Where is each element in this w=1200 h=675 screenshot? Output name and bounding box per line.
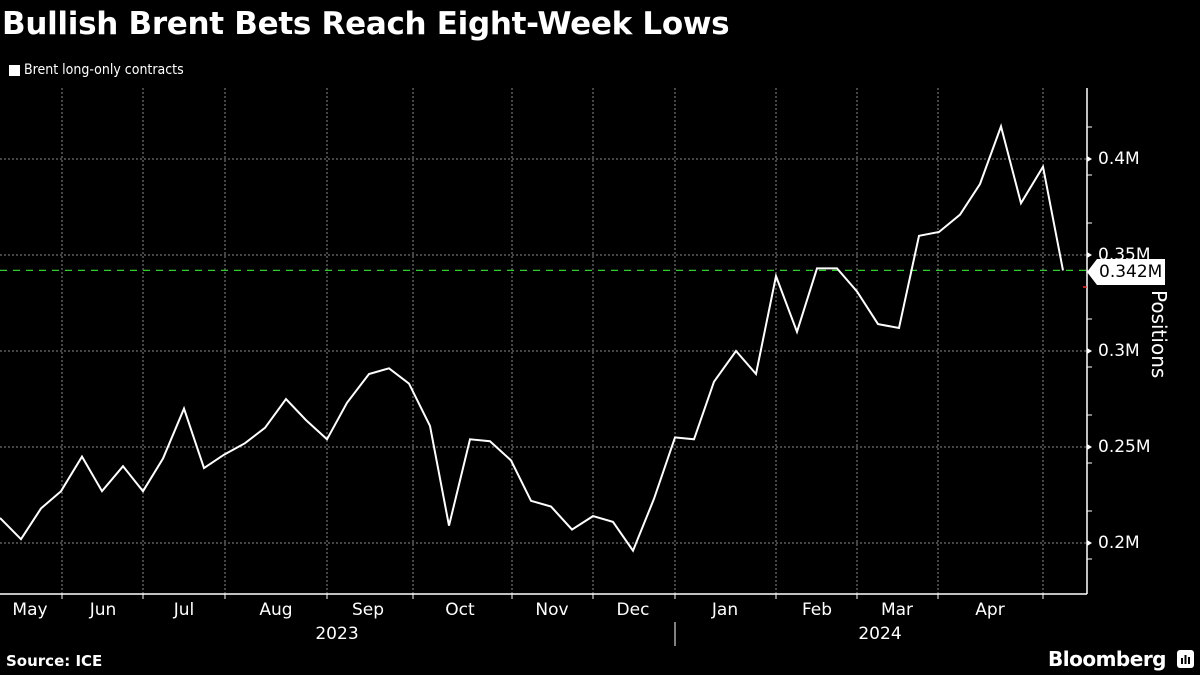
- legend-swatch: [9, 64, 20, 76]
- year-label: 2024: [858, 624, 902, 644]
- legend-label: Brent long-only contracts: [24, 62, 184, 78]
- y-tick-label: 0.25M: [1098, 437, 1151, 457]
- brand-logo: Bloomberg: [1048, 647, 1166, 671]
- x-tick-label: Jan: [711, 600, 739, 620]
- y-tick-label: 0.2M: [1098, 533, 1140, 553]
- callout-arrow-icon: [1087, 259, 1097, 285]
- x-tick-label: Nov: [535, 600, 569, 620]
- bloomberg-chart-icon: [1177, 650, 1194, 668]
- x-tick-label: Oct: [445, 600, 475, 620]
- x-tick-label: Jul: [173, 600, 195, 620]
- year-label: 2023: [315, 624, 359, 644]
- last-value-callout: 0.342M: [1087, 259, 1166, 285]
- y-tick-label: 0.4M: [1098, 149, 1140, 169]
- x-tick-label: Feb: [801, 600, 833, 620]
- x-tick-label: Jun: [89, 600, 117, 620]
- y-axis-title: Positions: [1147, 290, 1171, 379]
- x-tick-label: Aug: [259, 600, 293, 620]
- source-note: Source: ICE: [6, 652, 103, 670]
- callout-value: 0.342M: [1097, 259, 1166, 285]
- legend: Brent long-only contracts: [9, 62, 184, 78]
- x-tick-label: May: [12, 600, 48, 620]
- y-tick-label: 0.35M: [1098, 245, 1151, 265]
- x-tick-label: Sep: [351, 600, 385, 620]
- y-tick-label: 0.3M: [1098, 341, 1140, 361]
- x-tick-label: Apr: [975, 600, 1005, 620]
- chart-title: Bullish Brent Bets Reach Eight-Week Lows: [2, 6, 730, 42]
- x-tick-label: Dec: [616, 600, 650, 620]
- x-tick-label: Mar: [880, 600, 914, 620]
